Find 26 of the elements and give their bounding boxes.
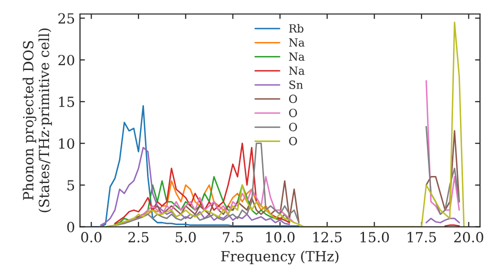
legend-label: O [289,108,297,118]
x-tick-label: 20.0 [454,232,484,242]
legend-label: Rb [289,24,304,33]
y-tick-label: 25 [58,13,74,24]
legend-label: Na [289,66,305,75]
x-tick-label: 7.5 [222,232,243,242]
legend-label: O [289,136,297,146]
x-tick-label: 15.0 [360,232,389,242]
x-tick-label: 2.5 [128,232,148,242]
y-tick-label: 0 [67,222,74,232]
legend-label: Na [289,38,305,47]
x-tick-label: 5.0 [176,232,196,242]
legend-label: O [289,122,297,132]
y-tick-label: 20 [58,54,74,66]
x-tick-label: 12.5 [313,232,342,242]
legend-label: O [289,94,297,104]
legend-label: Sn [289,80,303,89]
y-tick-label: 5 [67,180,74,191]
x-tick-label: 0.0 [81,232,102,242]
y-tick-label: 15 [59,96,74,108]
x-axis-title: Frequency (THz) [221,250,338,264]
y-axis-title: Phonon projected DOS (States/THz·primitive cell) [22,28,52,212]
x-tick-label: 10.0 [266,232,295,242]
y-tick-label: 10 [59,138,74,149]
x-tick-label: 17.5 [408,232,436,242]
legend-label: Na [289,52,305,61]
